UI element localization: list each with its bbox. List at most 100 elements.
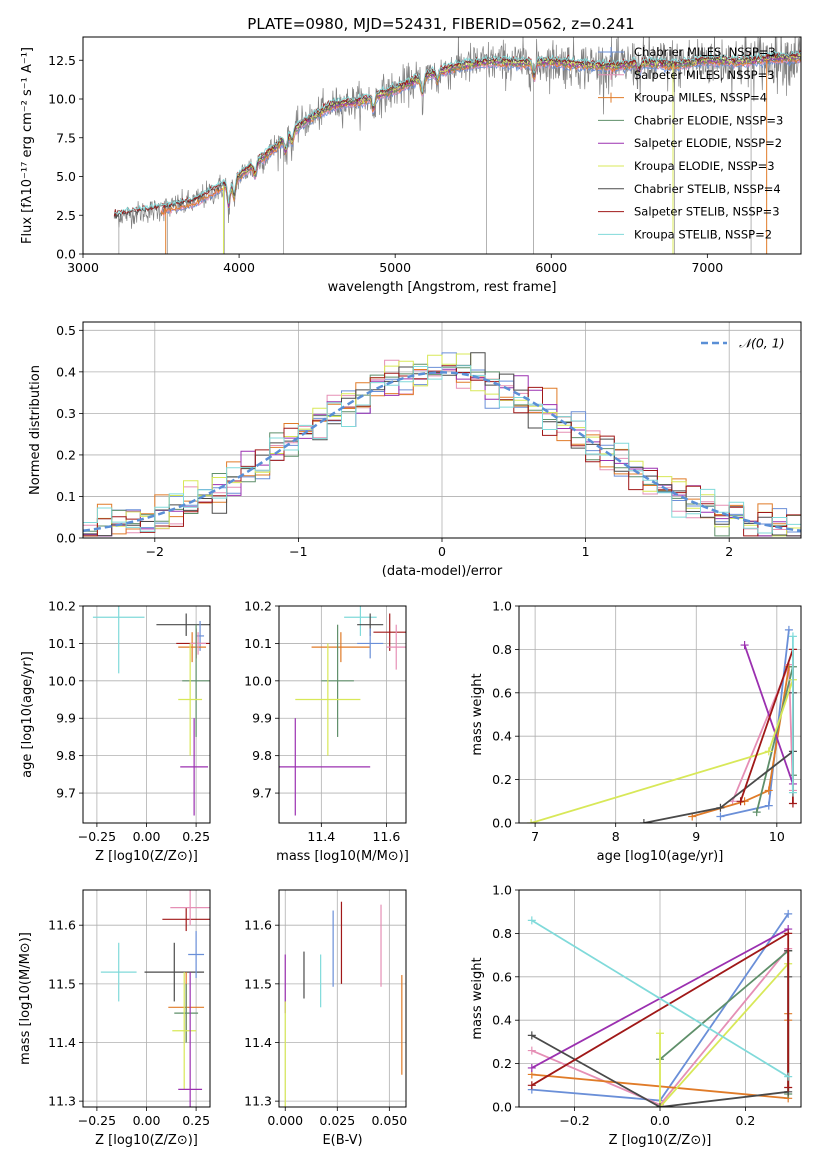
y-axis-label: Flux [fλ10⁻¹⁷ erg cm⁻² s⁻¹ A⁻¹]: [20, 47, 35, 244]
series-marker: [764, 747, 773, 756]
x-tick-label: 0.025: [319, 1113, 355, 1128]
y-tick-label: 0.4: [492, 729, 512, 744]
axes-frame: [278, 605, 407, 824]
y-tick-label: 11.3: [244, 1094, 272, 1109]
series-marker: [527, 819, 536, 823]
x-tick-label: 6000: [535, 260, 567, 275]
y-tick-label: 10.2: [48, 599, 76, 614]
x-tick-label: 8: [612, 829, 620, 844]
series-marker: [784, 929, 793, 938]
y-tick-label: 11.6: [48, 918, 76, 933]
series-line: [739, 649, 794, 804]
y-tick-label: 0.5: [56, 323, 76, 338]
x-tick-label: −2: [146, 544, 164, 559]
legend-label: Kroupa ELODIE, NSSP=3: [634, 159, 775, 173]
series-marker: [740, 641, 749, 650]
model-spectrum-line: [113, 49, 801, 216]
series-line: [659, 963, 789, 1107]
legend-label: Chabrier STELIB, NSSP=4: [634, 182, 781, 196]
x-axis-label: E(B-V): [322, 1133, 362, 1148]
legend-label: 𝒩(0, 1): [739, 336, 785, 351]
plot-area: [527, 909, 793, 1107]
y-axis-label: mass [log10(M/M⊙)]: [18, 932, 33, 1065]
axes-frame: [82, 36, 802, 255]
axes-frame: [518, 889, 802, 1108]
legend-label: Kroupa MILES, NSSP=4: [634, 91, 767, 105]
x-tick-label: 5000: [379, 260, 411, 275]
x-axis-label: mass [log10(M/M⊙)]: [276, 849, 409, 864]
series-marker: [527, 1063, 536, 1072]
spectrum-legend: Chabrier MILES, NSSP=3 Salpeter MILES, NS…: [598, 45, 783, 241]
x-tick-label: 0.0: [650, 1113, 670, 1128]
histogram-series: [83, 365, 801, 538]
y-tick-label: 12.5: [48, 53, 76, 68]
series-marker: [764, 801, 773, 810]
y-tick-label: 0.4: [492, 1013, 512, 1028]
y-tick-label: 9.9: [252, 711, 272, 726]
normal-curve: [83, 371, 801, 532]
y-tick-label: 11.4: [48, 1035, 76, 1050]
y-tick-label: 0.0: [492, 816, 512, 831]
axes-spectrum: 3000 4000 5000 6000 7000 0.0 2.5 5.0 7.5 10.0 12.5…: [20, 36, 802, 295]
axes-mass_vs_Z: −0.25 0.00 0.25 11.3 11.4 11.5 11.6 Z [log10(Z/…: [18, 889, 211, 1148]
series-marker: [656, 1029, 664, 1038]
y-tick-label: 10.1: [244, 636, 272, 651]
legend-label: Salpeter STELIB, NSSP=3: [634, 205, 780, 219]
y-axis-label: mass weight: [470, 957, 485, 1039]
axes-mass_weight_vs_age: 7 8 9 10 0.0 0.2 0.4 0.6 0.8 1.0 age [log10(age/yr…: [470, 599, 802, 864]
legend-label: Chabrier ELODIE, NSSP=3: [634, 113, 783, 127]
x-axis-label: Z [log10(Z/Z⊙)]: [95, 849, 198, 864]
x-tick-label: 2: [725, 544, 733, 559]
y-tick-label: 0.3: [56, 406, 76, 421]
y-tick-label: 0.1: [56, 489, 76, 504]
y-tick-label: 0.2: [492, 772, 512, 787]
axes-age_vs_Z: −0.25 0.00 0.25 9.7 9.8 9.9 10.0 10.1 10.2 Z [log…: [20, 599, 211, 864]
x-tick-label: 7000: [691, 260, 723, 275]
x-tick-label: 11.6: [373, 829, 401, 844]
axes-mass_vs_ebv: 0.000 0.025 0.050 11.3 11.4 11.5 11.6 E(B-V): [244, 889, 407, 1148]
x-axis-label: Z [log10(Z/Z⊙)]: [609, 1133, 712, 1148]
x-tick-label: 0.050: [371, 1113, 407, 1128]
series-marker: [639, 819, 648, 823]
x-tick-label: 9: [692, 829, 700, 844]
series-marker: [764, 786, 773, 795]
x-tick-label: 11.4: [307, 829, 335, 844]
y-tick-label: 0.0: [492, 1100, 512, 1115]
legend-label: Salpeter ELODIE, NSSP=2: [634, 136, 782, 150]
x-axis-label: age [log10(age/yr)]: [597, 849, 724, 864]
y-tick-label: 10.2: [244, 599, 272, 614]
x-tick-label: −0.25: [78, 1113, 116, 1128]
y-tick-label: 9.7: [252, 786, 272, 801]
y-tick-label: 5.0: [56, 169, 76, 184]
axes-residual_histogram: −2 −1 0 1 2 0.0 0.1 0.2 0.3 0.4 0.5 (data-model)/er…: [28, 321, 802, 579]
x-tick-label: 1: [582, 544, 590, 559]
x-tick-label: 0.000: [267, 1113, 303, 1128]
y-tick-label: 0.8: [492, 926, 512, 941]
y-tick-label: 11.6: [244, 918, 272, 933]
axes-mass_weight_vs_Z: −0.2 0.0 0.2 0.0 0.2 0.4 0.6 0.8 1.0 Z [log10(Z/Z…: [470, 883, 802, 1148]
axes-frame: [518, 605, 802, 824]
x-tick-label: −0.2: [559, 1113, 589, 1128]
series-marker: [784, 625, 793, 634]
legend-label: Salpeter MILES, NSSP=3: [634, 68, 775, 82]
y-tick-label: 0.0: [56, 531, 76, 546]
x-tick-label: 3000: [67, 260, 99, 275]
axes-frame: [82, 605, 211, 824]
series-marker: [716, 812, 725, 821]
y-tick-label: 9.7: [56, 786, 76, 801]
series-marker: [527, 916, 536, 925]
axes-frame: [82, 889, 211, 1108]
plot-area: [113, 37, 801, 254]
series-line: [743, 644, 794, 785]
series-marker: [716, 803, 725, 812]
axes-frame: [278, 889, 407, 1108]
x-tick-label: 4000: [223, 260, 255, 275]
plot-area: [284, 901, 403, 1107]
plot-area: [527, 625, 797, 823]
y-axis-label: mass weight: [470, 673, 485, 755]
y-tick-label: 0.0: [56, 247, 76, 262]
y-tick-label: 0.2: [56, 447, 76, 462]
plot-area: [100, 890, 210, 1107]
y-tick-label: 1.0: [492, 599, 512, 614]
